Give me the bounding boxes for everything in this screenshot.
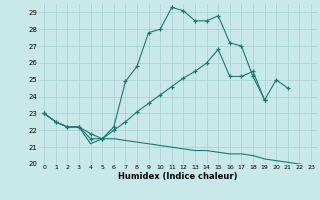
X-axis label: Humidex (Indice chaleur): Humidex (Indice chaleur)	[118, 172, 237, 181]
